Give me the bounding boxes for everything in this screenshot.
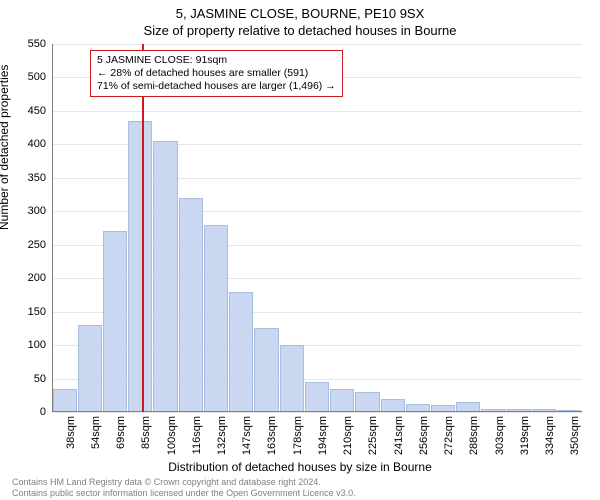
y-tick-label: 300 (28, 205, 52, 217)
annotation-box: 5 JASMINE CLOSE: 91sqm← 28% of detached … (90, 50, 343, 97)
y-tick-label: 400 (28, 138, 52, 150)
attribution-line-2: Contains public sector information licen… (12, 488, 356, 498)
y-tick-label: 50 (34, 373, 52, 385)
x-tick-label: 256sqm (418, 416, 430, 455)
histogram-bars (52, 44, 582, 412)
x-tick-label: 54sqm (90, 416, 102, 449)
x-tick-label: 163sqm (266, 416, 278, 455)
y-tick-label: 550 (28, 38, 52, 50)
x-axis-line (52, 411, 582, 412)
x-tick-label: 319sqm (519, 416, 531, 455)
x-tick-label: 272sqm (443, 416, 455, 455)
x-axis-label: Distribution of detached houses by size … (0, 460, 600, 474)
histogram-bar (229, 292, 253, 412)
x-tick-label: 210sqm (342, 416, 354, 455)
x-tick-label: 38sqm (65, 416, 77, 449)
x-tick-label: 194sqm (317, 416, 329, 455)
histogram-bar (355, 392, 379, 412)
y-tick-label: 250 (28, 239, 52, 251)
property-marker-line (142, 44, 144, 412)
x-tick-label: 132sqm (216, 416, 228, 455)
chart-title-sub: Size of property relative to detached ho… (0, 21, 600, 42)
histogram-bar (254, 328, 278, 412)
y-tick-label: 150 (28, 306, 52, 318)
x-tick-label: 178sqm (292, 416, 304, 455)
x-tick-label: 350sqm (569, 416, 581, 455)
histogram-bar (330, 389, 354, 412)
x-tick-label: 241sqm (393, 416, 405, 455)
attribution-line-1: Contains HM Land Registry data © Crown c… (12, 477, 356, 487)
x-tick-label: 303sqm (494, 416, 506, 455)
x-tick-label: 85sqm (140, 416, 152, 449)
histogram-bar (179, 198, 203, 412)
x-tick-label: 334sqm (544, 416, 556, 455)
plot-area: 050100150200250300350400450500550 38sqm5… (52, 44, 582, 412)
y-tick-label: 350 (28, 172, 52, 184)
histogram-bar (280, 345, 304, 412)
y-tick-label: 500 (28, 71, 52, 83)
x-tick-label: 69sqm (115, 416, 127, 449)
x-tick-label: 225sqm (367, 416, 379, 455)
x-tick-label: 288sqm (468, 416, 480, 455)
histogram-bar (381, 399, 405, 412)
y-tick-label: 200 (28, 272, 52, 284)
gridline (52, 412, 582, 413)
chart-title-main: 5, JASMINE CLOSE, BOURNE, PE10 9SX (0, 0, 600, 21)
histogram-bar (305, 382, 329, 412)
x-tick-label: 147sqm (241, 416, 253, 455)
histogram-bar (53, 389, 77, 412)
x-tick-label: 116sqm (191, 416, 203, 454)
y-tick-label: 100 (28, 339, 52, 351)
histogram-bar (128, 121, 152, 412)
x-tick-label: 100sqm (166, 416, 178, 455)
y-axis-label: Number of detached properties (0, 65, 11, 230)
y-tick-label: 450 (28, 105, 52, 117)
property-size-histogram: 5, JASMINE CLOSE, BOURNE, PE10 9SX Size … (0, 0, 600, 500)
annotation-line: 5 JASMINE CLOSE: 91sqm (97, 54, 336, 67)
histogram-bar (204, 225, 228, 412)
histogram-bar (103, 231, 127, 412)
histogram-bar (78, 325, 102, 412)
y-tick-label: 0 (40, 406, 52, 418)
annotation-line: 71% of semi-detached houses are larger (… (97, 80, 336, 93)
attribution-text: Contains HM Land Registry data © Crown c… (12, 477, 356, 498)
annotation-line: ← 28% of detached houses are smaller (59… (97, 67, 336, 80)
histogram-bar (153, 141, 177, 412)
